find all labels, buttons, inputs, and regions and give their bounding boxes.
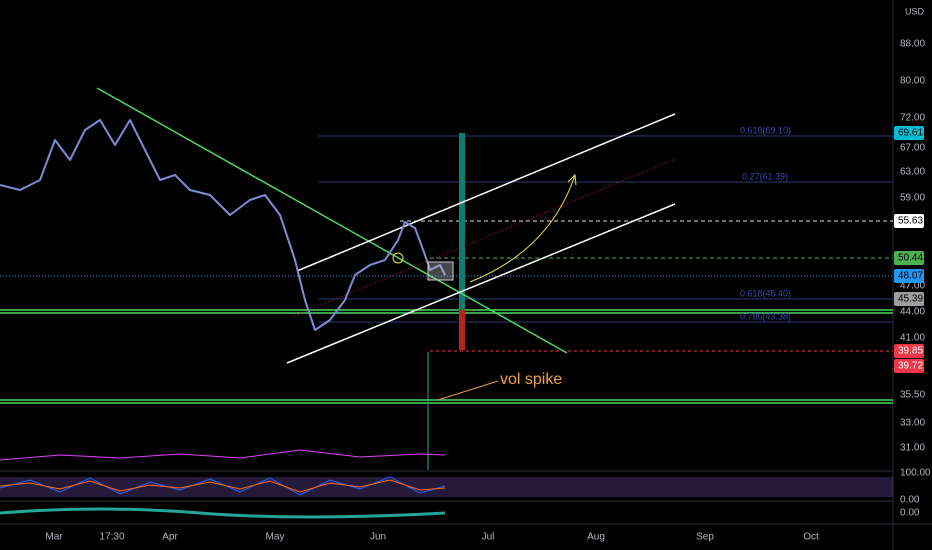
channel-mid <box>291 158 676 318</box>
stoch-d <box>0 479 446 493</box>
price-label: 44.00 <box>900 307 925 318</box>
fib-label: 0.27(61.39) <box>742 171 788 181</box>
arrow-head <box>567 173 577 186</box>
time-label: Oct <box>803 532 819 543</box>
price-label: 67.00 <box>900 143 925 154</box>
price-label: 47.00 <box>900 281 925 292</box>
price-tag-label: 45.39 <box>898 294 923 305</box>
time-label: Jun <box>370 532 386 543</box>
price-label: 31.00 <box>900 443 925 454</box>
price-tag <box>894 214 924 228</box>
price-label: 0.00 <box>900 495 920 506</box>
box <box>427 261 454 281</box>
price-label: 88.00 <box>900 39 925 50</box>
time-label: Mar <box>45 532 63 543</box>
price-label: 63.00 <box>900 167 925 178</box>
fib-label: 0.618(69.10) <box>740 125 791 135</box>
price-tag <box>894 251 924 265</box>
annotation: vol spike <box>500 371 562 388</box>
fib-label: 0.786(43.38) <box>740 311 791 321</box>
target-zone <box>459 133 465 310</box>
price-tag <box>894 344 924 358</box>
marker-circle <box>392 252 404 264</box>
time-label: Apr <box>162 532 178 543</box>
price-series <box>0 119 446 331</box>
price-label: 100.00 <box>900 468 931 479</box>
downtrend-line <box>96 87 568 354</box>
price-label: 35.50 <box>900 390 925 401</box>
time-label: Aug <box>587 532 605 543</box>
annotation-arrow <box>437 380 499 401</box>
fib-label: 0.618(45.40) <box>740 288 791 298</box>
price-tag <box>894 126 924 140</box>
price-label: 33.00 <box>900 418 925 429</box>
macd-histogram <box>0 507 446 519</box>
price-label: 72.00 <box>900 113 925 124</box>
stop-zone <box>459 310 465 350</box>
price-label: 41.00 <box>900 333 925 344</box>
currency: USD <box>905 6 925 16</box>
price-tag <box>894 359 924 373</box>
time-label: Jul <box>482 532 495 543</box>
price-label: 59.00 <box>900 193 925 204</box>
channel-lower <box>286 203 676 364</box>
price-tag-label: 69.61 <box>898 128 923 139</box>
fib-lines <box>318 135 893 323</box>
time-label: May <box>266 532 285 543</box>
price-label: 0.00 <box>900 508 920 519</box>
price-tag-label: 55.63 <box>898 216 923 227</box>
stoch-band <box>0 477 893 497</box>
time-label: Sep <box>696 532 714 543</box>
price-label: 80.00 <box>900 76 925 87</box>
price-tag-label: 48.07 <box>898 271 923 282</box>
price-tag-label: 50.44 <box>898 253 923 264</box>
price-tag-label: 39.85 <box>898 346 923 357</box>
projection-arrow <box>469 174 576 283</box>
price-tag <box>894 292 924 306</box>
channel-upper <box>296 113 676 272</box>
volume-ma <box>0 449 446 461</box>
price-tag-label: 39.72 <box>898 361 923 372</box>
price-tag <box>894 269 924 283</box>
time-label: 17:30 <box>99 532 124 543</box>
